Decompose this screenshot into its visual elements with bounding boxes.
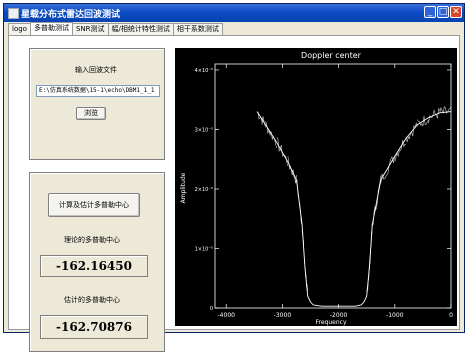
theory-doppler-value: -162.16450 — [40, 255, 148, 277]
plot-frame — [214, 63, 452, 309]
x-tick-label: 0 — [449, 312, 453, 319]
chart-y-axis-label: Amplitude — [180, 172, 187, 203]
doppler-chart: Doppler center Amplitude Frequency -4000… — [180, 51, 453, 326]
title-bar[interactable]: 星载分布式雷达回波测试 _ □ ✕ — [4, 4, 464, 22]
doppler-spectrum-noise — [256, 106, 452, 292]
y-tick-label: 1×10⁻⁵ — [195, 246, 213, 252]
tab-strip: logo 多普勒测试 SNR测试 幅/相统计特性测试 相干系数测试 — [8, 22, 223, 35]
estimate-doppler-value: -162.70876 — [40, 315, 148, 339]
y-tick-label: 4×10⁻⁵ — [195, 68, 213, 74]
x-tick-label: -4000 — [218, 312, 236, 319]
maximize-button[interactable]: □ — [437, 6, 449, 18]
chart-title: Doppler center — [301, 51, 362, 60]
y-tick-label: 0 — [210, 306, 213, 312]
window-title: 星载分布式雷达回波测试 — [21, 10, 121, 20]
x-tick-label: -3000 — [274, 312, 292, 319]
minimize-button[interactable]: _ — [424, 6, 436, 18]
doppler-plot: Doppler center Amplitude Frequency -4000… — [175, 48, 457, 326]
theory-doppler-label: 理论的多普勒中心 — [64, 236, 120, 244]
doppler-spectrum-line — [256, 111, 452, 307]
doppler-center-group: 计算及估计多普勒中心 理论的多普勒中心 -162.16450 估计的多普勒中心 … — [29, 172, 165, 352]
chart-x-axis-label: Frequency — [316, 319, 347, 326]
close-button[interactable]: ✕ — [450, 6, 462, 18]
tab-doppler-test[interactable]: 多普勒测试 — [29, 22, 73, 35]
tab-snr-test[interactable]: SNR测试 — [71, 23, 109, 35]
tab-amplitude-phase-test[interactable]: 幅/相统计特性测试 — [107, 23, 174, 35]
tab-logo[interactable]: logo — [8, 23, 31, 35]
y-tick-label: 3×10⁻⁵ — [195, 127, 213, 133]
main-window: 星载分布式雷达回波测试 _ □ ✕ logo 多普勒测试 SNR测试 幅/相统计特性测… — [3, 3, 465, 352]
browse-button[interactable]: 浏览 — [76, 107, 106, 120]
x-tick-label: -1000 — [386, 312, 404, 319]
file-path-input[interactable]: E:\仿真系统数据\15-1\echo\DBM1_1_1 — [36, 85, 160, 97]
x-tick-label: -2000 — [330, 312, 348, 319]
input-file-group: 输入回波文件 E:\仿真系统数据\15-1\echo\DBM1_1_1 浏览 — [29, 48, 165, 160]
tab-coherence-test[interactable]: 相干系数测试 — [172, 23, 223, 35]
y-tick-label: 2×10⁻⁵ — [195, 187, 213, 193]
app-icon — [8, 8, 19, 19]
compute-doppler-button[interactable]: 计算及估计多普勒中心 — [48, 193, 140, 217]
doppler-tab-panel: 输入回波文件 E:\仿真系统数据\15-1\echo\DBM1_1_1 浏览 计… — [8, 35, 460, 352]
input-file-label: 输入回波文件 — [75, 66, 117, 74]
estimate-doppler-label: 估计的多普勒中心 — [64, 296, 120, 304]
